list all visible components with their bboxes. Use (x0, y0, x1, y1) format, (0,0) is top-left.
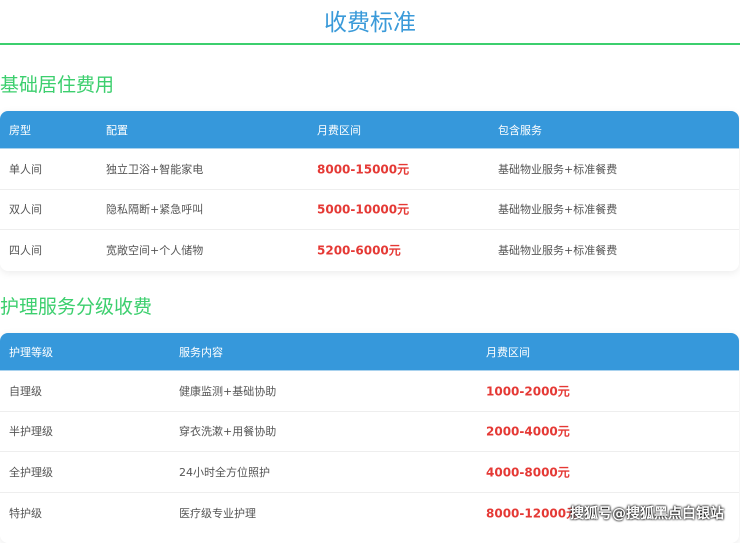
price: 8000-12000元 (486, 506, 579, 521)
care-level: 全护理级 (9, 465, 53, 479)
title-divider (0, 43, 740, 45)
config: 独立卫浴+智能家电 (106, 162, 204, 176)
price: 2000-4000元 (486, 424, 570, 439)
services: 基础物业服务+标准餐费 (498, 244, 618, 258)
header-cell: 护理等级 (9, 345, 53, 359)
care-level: 半护理级 (9, 425, 53, 439)
price: 1000-2000元 (486, 384, 570, 399)
config: 隐私隔断+紧急呼叫 (106, 203, 204, 217)
table-row: 自理级 健康监测+基础协助 1000-2000元 (0, 371, 739, 412)
service-content: 穿衣洗漱+用餐协助 (179, 425, 277, 439)
price: 5000-10000元 (317, 202, 410, 217)
header-cell: 月费区间 (317, 123, 361, 137)
services: 基础物业服务+标准餐费 (498, 203, 618, 217)
care-level: 特护级 (9, 506, 42, 520)
header-cell: 配置 (106, 123, 128, 137)
page-title: 收费标准 (324, 10, 416, 36)
table-row: 特护级 医疗级专业护理 8000-12000元 (0, 493, 739, 534)
room-type: 单人间 (9, 162, 42, 176)
room-type: 四人间 (9, 244, 42, 258)
care-fee-heading: 护理服务分级收费 (0, 296, 153, 318)
config: 宽敞空间+个人储物 (106, 244, 204, 258)
price: 8000-15000元 (317, 162, 410, 177)
table-header: 护理等级 服务内容 月费区间 (0, 333, 739, 371)
price: 5200-6000元 (317, 243, 401, 258)
care-level: 自理级 (9, 384, 42, 398)
header-cell: 服务内容 (179, 345, 223, 359)
basic-fee-table: 房型 配置 月费区间 包含服务 单人间 独立卫浴+智能家电 8000-15000… (0, 111, 739, 271)
header-cell: 包含服务 (498, 123, 542, 137)
table-row: 全护理级 24小时全方位照护 4000-8000元 (0, 452, 739, 493)
header-cell: 月费区间 (486, 345, 530, 359)
watermark: 搜狐号@搜狐黑点白银站 (570, 506, 724, 522)
table-row: 四人间 宽敞空间+个人储物 5200-6000元 基础物业服务+标准餐费 (0, 230, 739, 271)
service-content: 健康监测+基础协助 (179, 384, 277, 398)
room-type: 双人间 (9, 203, 42, 217)
service-content: 24小时全方位照护 (179, 465, 270, 479)
table-row: 双人间 隐私隔断+紧急呼叫 5000-10000元 基础物业服务+标准餐费 (0, 190, 739, 230)
price: 4000-8000元 (486, 465, 570, 480)
table-row: 单人间 独立卫浴+智能家电 8000-15000元 基础物业服务+标准餐费 (0, 149, 739, 190)
table-row: 半护理级 穿衣洗漱+用餐协助 2000-4000元 (0, 412, 739, 452)
header-cell: 房型 (9, 123, 31, 137)
care-fee-table: 护理等级 服务内容 月费区间 自理级 健康监测+基础协助 1000-2000元 … (0, 333, 739, 543)
service-content: 医疗级专业护理 (179, 506, 256, 520)
services: 基础物业服务+标准餐费 (498, 162, 618, 176)
table-header: 房型 配置 月费区间 包含服务 (0, 111, 739, 149)
basic-fee-heading: 基础居住费用 (0, 74, 115, 96)
